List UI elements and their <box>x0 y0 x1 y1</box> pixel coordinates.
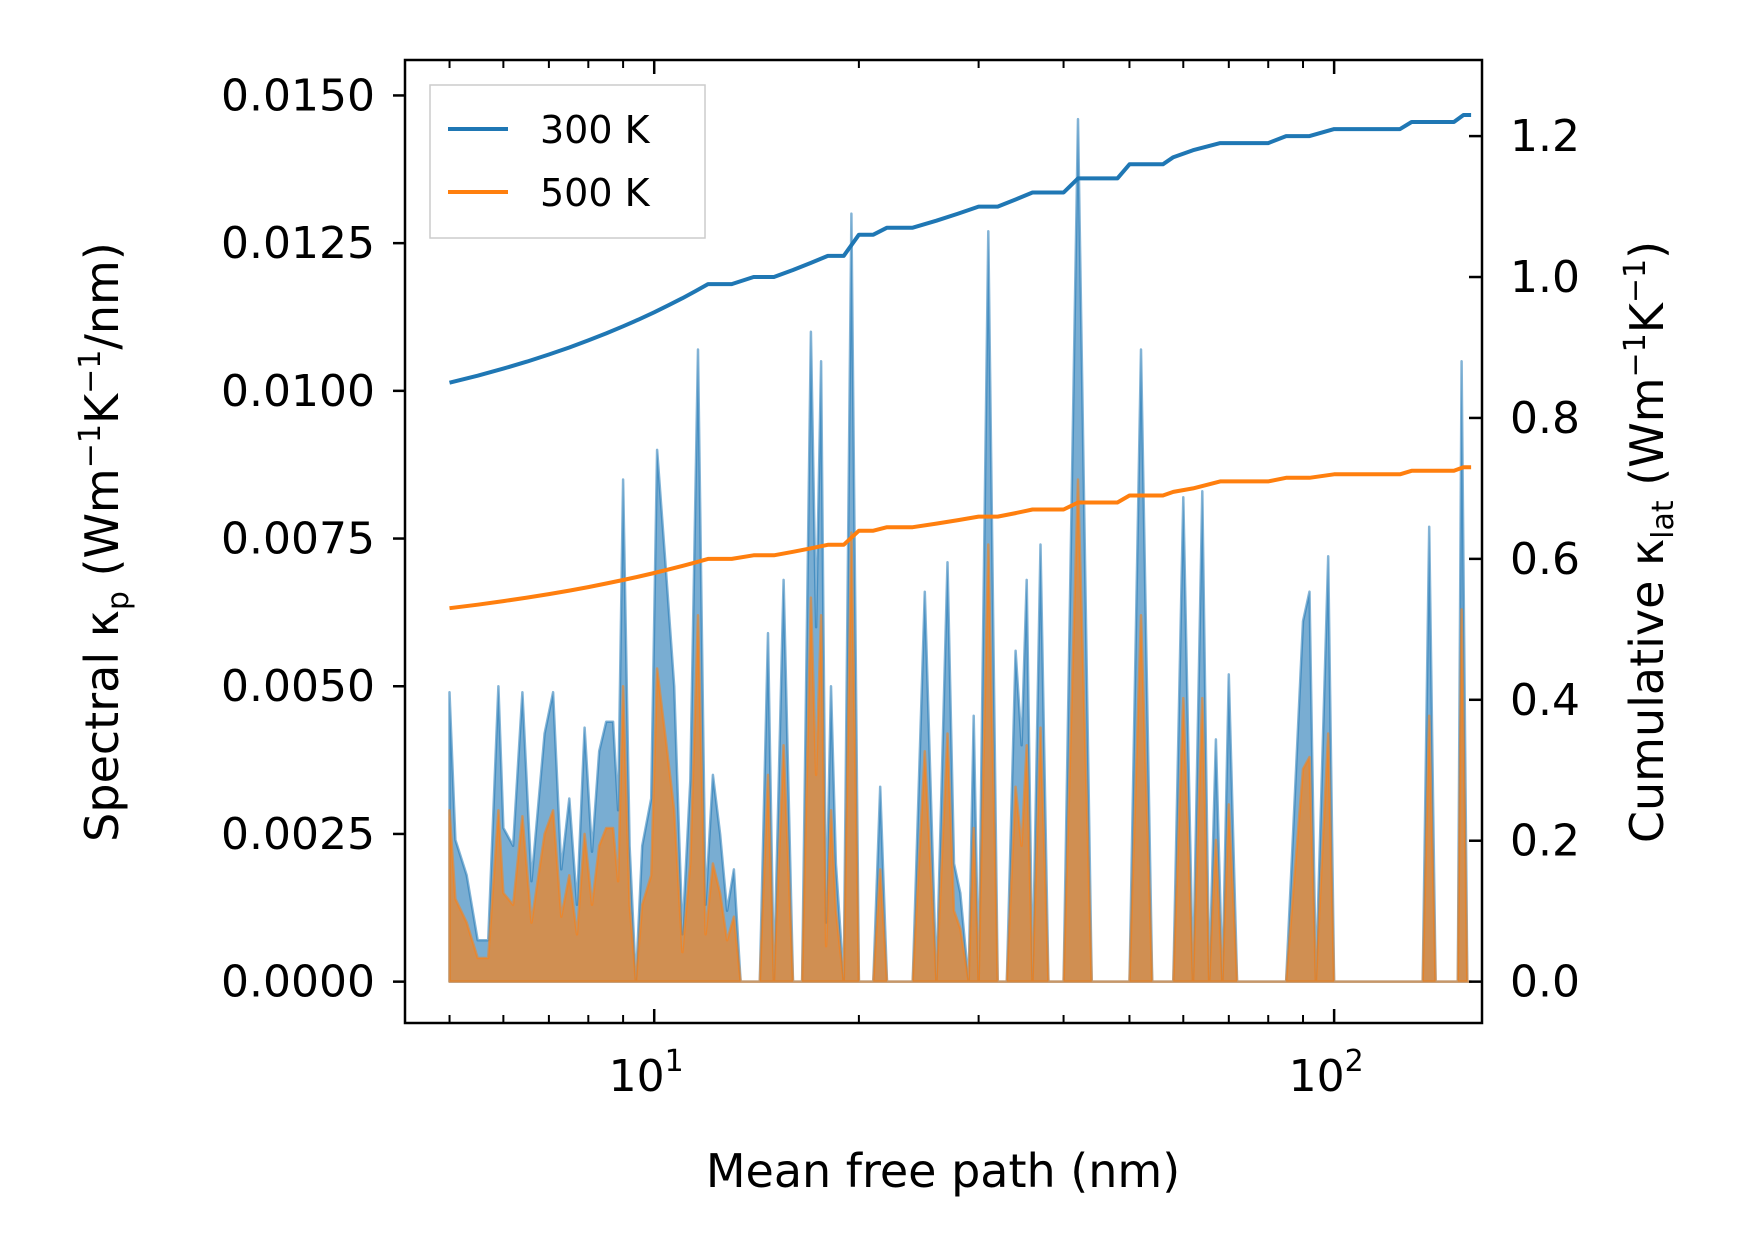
y-left-tick-label: 0.0125 <box>221 218 375 269</box>
y-right-tick-label: 0.2 <box>1510 816 1580 867</box>
legend-label-300k: 300 K <box>540 108 651 152</box>
legend-box <box>429 84 706 239</box>
y-right-tick-label: 0.8 <box>1510 393 1580 444</box>
y-right-tick-label: 0.6 <box>1510 534 1580 585</box>
y-left-tick-label: 0.0075 <box>221 514 375 565</box>
y-right-tick-label: 1.2 <box>1510 111 1580 162</box>
ticks-layer: 0.00000.00250.00500.00750.01000.01250.01… <box>221 60 1580 1102</box>
cumulative-line-500k <box>449 465 1472 611</box>
y-left-tick-label: 0.0100 <box>221 366 375 417</box>
y-left-tick-label: 0.0025 <box>221 809 375 860</box>
x-axis-title: Mean free path (nm) <box>706 1144 1180 1198</box>
y-right-tick-label: 0.4 <box>1510 675 1580 726</box>
series-layer <box>448 113 1473 983</box>
x-tick-label: 101 <box>609 1044 684 1102</box>
legend: 300 K 500 K <box>429 84 706 239</box>
plot-frame <box>403 58 1484 1025</box>
y-left-tick-label: 0.0000 <box>221 957 375 1008</box>
y-axis-title-right: Cumulative κlat (Wm−1K−1) <box>1618 241 1681 843</box>
y-left-tick-label: 0.0150 <box>221 70 375 121</box>
legend-label-500k: 500 K <box>540 171 651 215</box>
y-right-tick-label: 0.0 <box>1510 957 1580 1008</box>
y-left-tick-label: 0.0050 <box>221 661 375 712</box>
cumulative-line-300k <box>449 113 1472 385</box>
y-right-tick-label: 1.0 <box>1510 252 1580 303</box>
y-axis-title-left: Spectral κp (Wm−1K−1/nm) <box>73 242 136 842</box>
x-tick-label: 102 <box>1289 1044 1364 1102</box>
spectral-area-500k <box>448 478 1473 983</box>
